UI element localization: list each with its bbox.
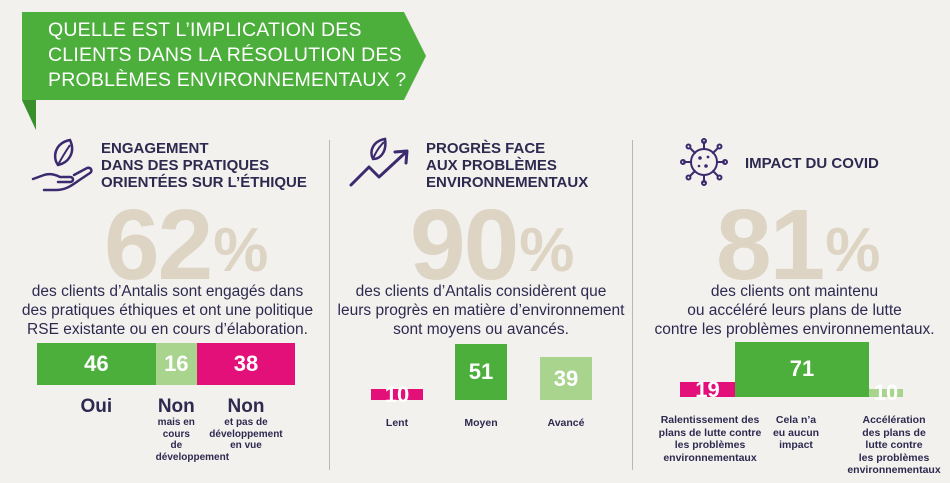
bar-category-label: Oui: [37, 397, 156, 417]
heading-line: ENGAGEMENT: [101, 140, 209, 157]
big-percentage-value: 62: [104, 189, 213, 301]
bar-category-label: Accélération des plans de lutte contre les …: [840, 414, 948, 477]
banner-arrow-shape: [22, 12, 426, 130]
bar-category-label: Lent: [385, 417, 409, 429]
category-line: les problèmes: [674, 439, 746, 451]
column-divider: [632, 140, 633, 470]
bar-category-label: Moyen: [464, 417, 498, 429]
bar-category-label: Avancé: [547, 417, 585, 429]
category-note-line: mais en: [157, 417, 195, 428]
bar-value-label: 10: [384, 381, 410, 407]
section-description: des clients d’Antalis sont engagés dans …: [10, 282, 325, 339]
description-line: contre les problèmes environnementaux.: [654, 321, 935, 338]
section-heading: ENGAGEMENT DANS DES PRATIQUES ORIENTÉES …: [101, 140, 307, 191]
page-title: QUELLE EST L’IMPLICATION DES CLIENTS DAN…: [48, 18, 418, 93]
bar-category-label: Non et pas de développement en vue: [197, 397, 295, 452]
heading-line: ENVIRONNEMENTAUX: [426, 174, 589, 191]
chart-bar: 39: [540, 357, 592, 400]
description-line: sont moyens ou avancés.: [393, 321, 569, 338]
bar-value-label: 39: [553, 365, 579, 391]
bar-value-label: 16: [164, 351, 189, 376]
chart-bar: 51: [455, 343, 507, 400]
category-line: environnementaux: [847, 464, 941, 476]
category-note-line: développement: [209, 428, 283, 440]
heading-line: IMPACT DU COVID: [745, 155, 879, 172]
description-line: des clients d’Antalis sont engagés dans: [31, 283, 304, 300]
big-percentage: 90%: [410, 195, 574, 295]
section-description: des clients ont maintenu ou accéléré leu…: [642, 282, 947, 339]
category-note-line: et pas de: [224, 417, 268, 428]
category-line: Ralentissement des: [660, 414, 760, 426]
title-line: QUELLE EST L’IMPLICATION DES: [48, 19, 362, 41]
growth-arrow-leaf-icon: [349, 137, 409, 187]
category-line: impact: [779, 439, 813, 451]
heading-line: PROGRÈS FACE: [426, 140, 546, 157]
description-line: des clients d’Antalis considèrent que: [355, 283, 607, 300]
category-note-line: en vue: [230, 440, 262, 451]
big-percentage: 81%: [716, 195, 880, 295]
description-line: ou accéléré leurs plans de lutte: [687, 302, 902, 319]
heading-line: AUX PROBLÈMES: [426, 157, 557, 174]
chart-bar: 71: [735, 341, 869, 397]
big-percentage-value: 90: [410, 189, 519, 301]
big-percentage: 62%: [104, 195, 268, 295]
chart-bar: 16: [155, 343, 197, 385]
chart-bar: 46: [37, 343, 156, 385]
category-line: les problèmes: [858, 451, 930, 464]
section-heading: PROGRÈS FACE AUX PROBLÈMES ENVIRONNEMENT…: [426, 140, 588, 191]
bar-value-label: 19: [695, 376, 720, 402]
heading-line: ORIENTÉES SUR L’ÉTHIQUE: [101, 174, 307, 191]
section-description: des clients d’Antalis considèrent que le…: [330, 282, 632, 339]
chart-bar: 38: [196, 343, 295, 385]
bar-category-label: Ralentissement des plans de lutte contre l…: [650, 414, 770, 464]
percent-sign: %: [213, 216, 268, 285]
bar-category-label: Non mais en cours de développement: [155, 396, 230, 463]
bar-category-label: Cela n’a eu aucun impact: [766, 414, 826, 452]
title-line: CLIENTS DANS LA RÉSOLUTION DES: [48, 44, 402, 66]
bar-value-label: 71: [789, 356, 815, 382]
description-line: des pratiques éthiques et ont une politi…: [21, 302, 314, 319]
category-text: Oui: [80, 396, 113, 417]
heading-line: DANS DES PRATIQUES: [101, 157, 270, 174]
category-line: des plans de: [862, 426, 926, 439]
column-divider: [329, 140, 330, 470]
category-line: eu aucun: [772, 426, 820, 439]
virus-icon: [680, 138, 728, 186]
description-line: RSE existante ou en cours d’élaboration.: [27, 321, 308, 338]
percent-sign: %: [825, 216, 880, 285]
chart-bar: 10: [371, 382, 423, 407]
description-line: leurs progrès en matière d’environnement: [337, 302, 625, 319]
category-line: environnementaux: [663, 451, 757, 464]
category-line: Accélération: [862, 414, 926, 426]
chart-bar: 19: [680, 377, 735, 402]
title-banner: QUELLE EST L’IMPLICATION DES CLIENTS DAN…: [22, 12, 426, 130]
category-line: Cela n’a: [775, 414, 817, 426]
bar-value-label: 46: [84, 351, 109, 376]
bar-value-label: 51: [468, 358, 494, 384]
category-line: plans de lutte contre: [658, 426, 762, 439]
title-line: PROBLÈMES ENVIRONNEMENTAUX ?: [48, 69, 407, 91]
section-heading: IMPACT DU COVID: [745, 155, 879, 172]
description-line: des clients ont maintenu: [710, 283, 879, 300]
category-note-line: développement: [155, 451, 230, 463]
bar-value-label: 38: [233, 351, 259, 376]
category-text: Non: [157, 396, 195, 417]
big-percentage-value: 81: [716, 189, 825, 301]
category-note-line: cours de: [162, 428, 190, 452]
category-text: Non: [227, 396, 265, 417]
hand-leaf-icon: [31, 138, 93, 192]
chart-bar: 10: [869, 380, 903, 405]
category-line: lutte contre: [865, 439, 923, 451]
bar-value-label: 10: [873, 380, 899, 406]
percent-sign: %: [519, 216, 574, 285]
